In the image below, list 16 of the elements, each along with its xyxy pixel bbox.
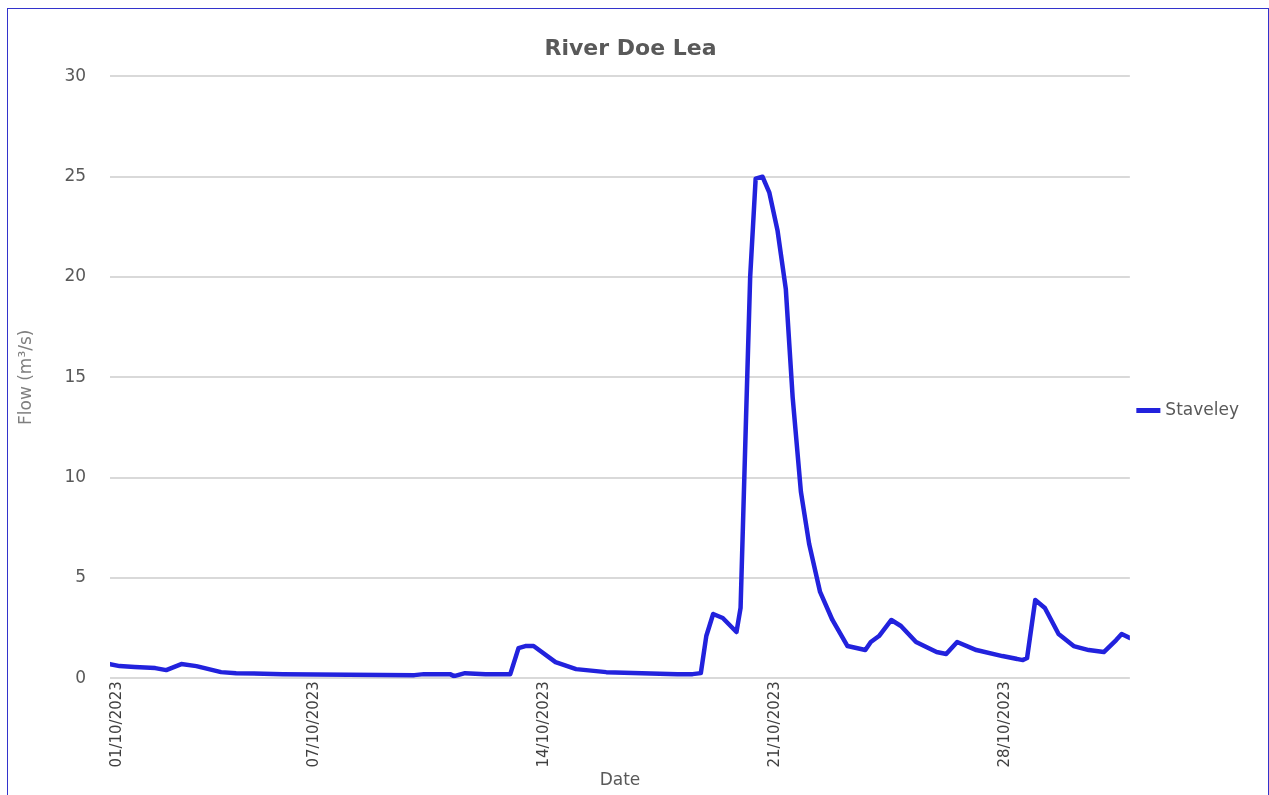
y-tick-label: 10 <box>64 465 87 486</box>
y-tick-label: 30 <box>64 64 87 85</box>
x-tick-label: 07/10/2023 <box>304 681 323 768</box>
chart-title: River Doe Lea <box>544 34 717 60</box>
y-tick-label: 20 <box>64 265 87 286</box>
x-tick-label: 01/10/2023 <box>106 681 125 768</box>
y-tick-label: 25 <box>64 165 87 186</box>
y-tick-label: 15 <box>64 365 87 386</box>
y-axis-title: Flow (m³/s) <box>14 329 35 425</box>
x-tick-label: 14/10/2023 <box>534 681 553 768</box>
x-axis-title: Date <box>599 769 641 790</box>
y-tick-label: 0 <box>75 666 87 687</box>
legend-label: Staveley <box>1165 398 1239 419</box>
x-tick-label: 21/10/2023 <box>764 681 783 768</box>
x-tick-label: 28/10/2023 <box>995 681 1014 768</box>
y-tick-label: 5 <box>75 566 87 587</box>
